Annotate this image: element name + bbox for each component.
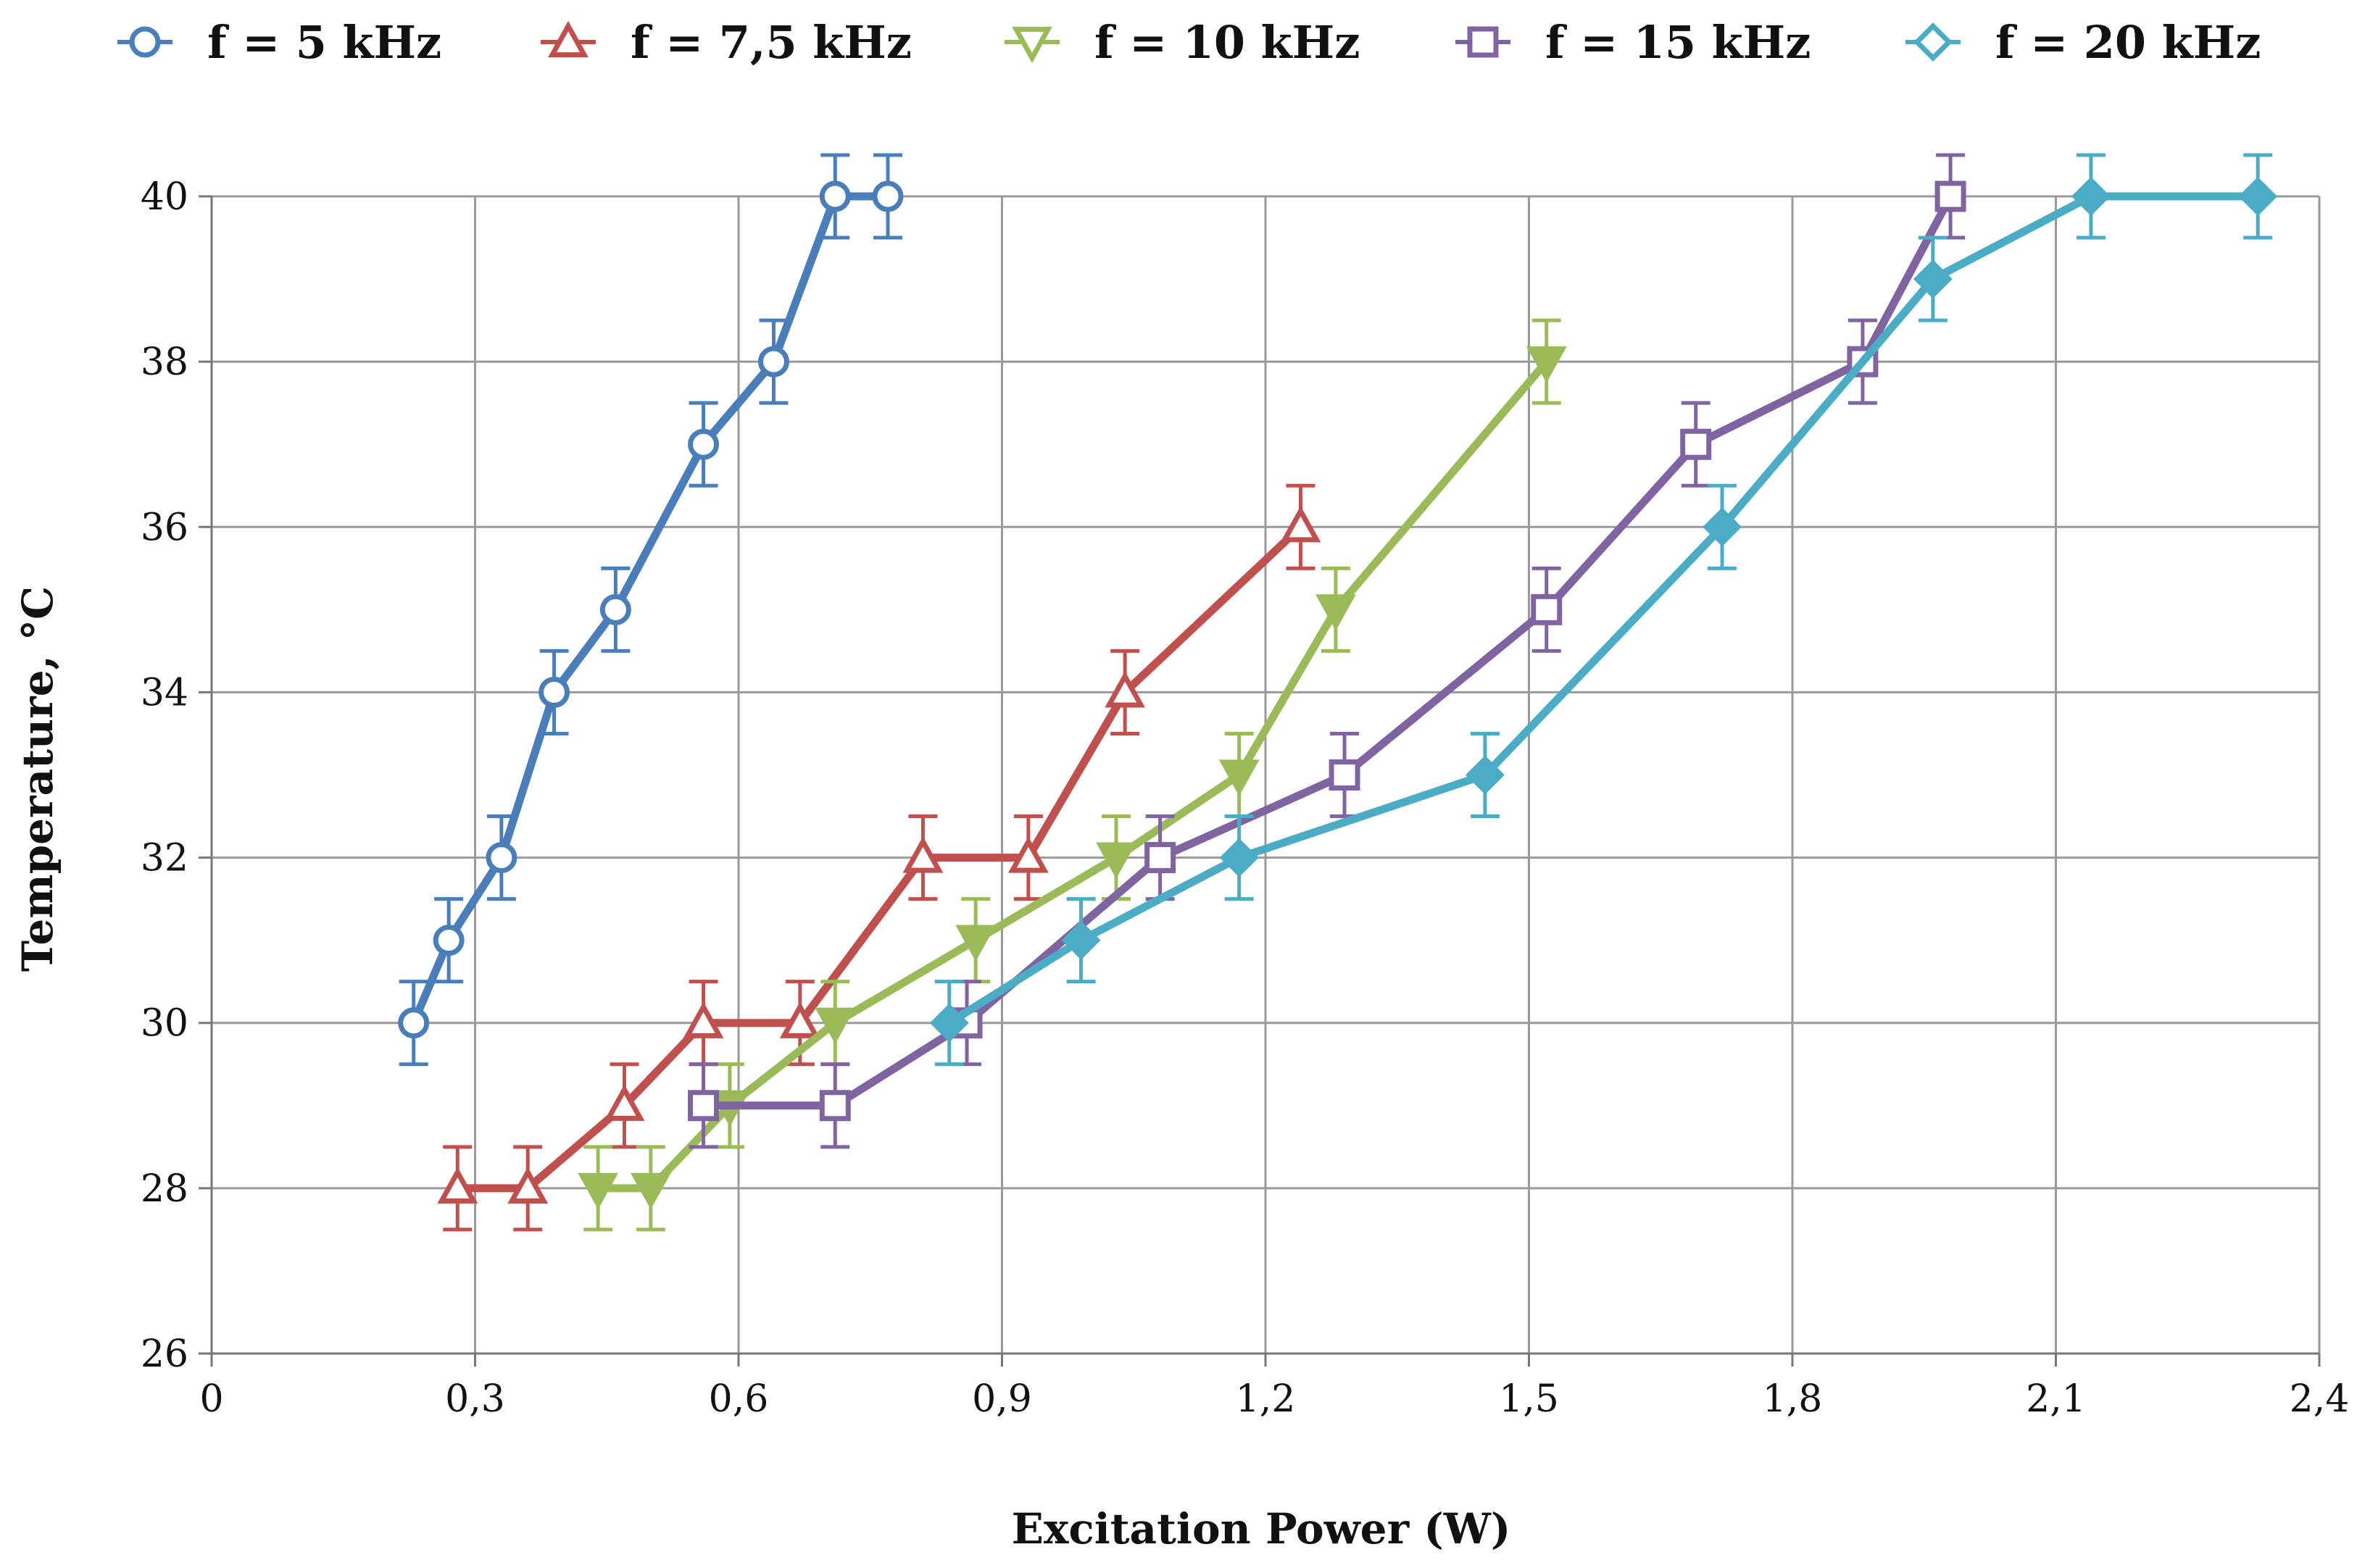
x-tick-label: 2,4 (2290, 1377, 2350, 1421)
data-point (1934, 180, 1966, 212)
x-axis-title: Excitation Power (W) (1012, 1504, 1511, 1554)
data-point (819, 1090, 851, 1122)
data-point (1465, 755, 1505, 795)
legend-label: f = 5 kHz (207, 16, 441, 69)
data-point (1096, 842, 1136, 879)
data-point (872, 180, 904, 212)
legend-item: f = 7,5 kHz (541, 16, 912, 69)
legend-label: f = 7,5 kHz (631, 16, 912, 69)
data-point (688, 428, 720, 460)
data-point (1680, 428, 1712, 460)
x-tick-label: 1,2 (1236, 1377, 1296, 1421)
series-3 (578, 318, 1567, 1232)
legend-item: f = 10 kHz (1005, 16, 1360, 69)
x-tick-label: 0 (199, 1377, 223, 1421)
data-point (1061, 920, 1101, 960)
data-point (1315, 594, 1356, 631)
legend: f = 5 kHz f = 7,5 kHz f = 10 kHz f = 15 kHz… (117, 16, 2261, 69)
data-point (630, 1172, 671, 1210)
legend-item: f = 5 kHz (117, 16, 441, 69)
y-tick-label: 30 (141, 1002, 188, 1046)
legend-marker (1467, 26, 1499, 58)
data-point (815, 1007, 856, 1044)
data-point (437, 1167, 478, 1204)
data-point (604, 1084, 645, 1121)
data-point (1526, 346, 1567, 383)
axes: 26 28 30 32 34 36 38 40 0 0,3 0,6 0,9 1,2 1,5 1,8 2,1 2,… (141, 175, 2350, 1421)
data-point (433, 925, 465, 956)
data-point (1007, 836, 1049, 873)
data-point (1105, 671, 1146, 708)
data-point (757, 346, 789, 378)
series-4 (688, 153, 1966, 1149)
legend-label: f = 10 kHz (1094, 16, 1360, 69)
legend-label: f = 20 kHz (1995, 16, 2261, 69)
x-tick-label: 1,5 (1499, 1377, 1559, 1421)
y-tick-label: 26 (141, 1333, 188, 1376)
data-point (1144, 842, 1176, 874)
legend-marker (1913, 22, 1953, 62)
series-5 (929, 153, 2278, 1067)
data-point (486, 842, 517, 874)
data-point (819, 180, 851, 212)
y-tick-label: 40 (141, 175, 188, 219)
data-point (688, 1090, 720, 1122)
x-tick-label: 2,1 (2026, 1377, 2086, 1421)
legend-marker (548, 20, 589, 58)
data-point (1329, 759, 1360, 791)
legend-marker (1012, 26, 1052, 64)
data-point (779, 1001, 820, 1038)
x-tick-label: 1,8 (1763, 1377, 1823, 1421)
legend-item: f = 20 kHz (1905, 16, 2261, 69)
data-point (398, 1007, 430, 1039)
legend-marker (129, 26, 161, 58)
data-point (1703, 507, 1742, 547)
data-point (1219, 838, 1259, 877)
data-point (902, 836, 944, 873)
data-point (929, 1003, 969, 1043)
data-point (2071, 177, 2111, 216)
y-tick-label: 36 (141, 506, 188, 549)
legend-label: f = 15 kHz (1545, 16, 1811, 69)
x-tick-label: 0,3 (445, 1377, 505, 1421)
x-tick-label: 0,6 (709, 1377, 769, 1421)
data-point (507, 1167, 549, 1204)
data-point (539, 676, 570, 708)
data-point (599, 593, 631, 625)
y-tick-label: 28 (141, 1167, 188, 1211)
y-tick-label: 34 (141, 671, 188, 714)
grid (210, 195, 2321, 1355)
data-point (2238, 177, 2278, 216)
data-point (1913, 259, 1953, 299)
y-tick-label: 32 (141, 837, 188, 880)
series-layer (398, 153, 2278, 1232)
legend-item: f = 15 kHz (1455, 16, 1811, 69)
data-point (1280, 506, 1321, 543)
data-point (1218, 759, 1260, 796)
data-point (683, 1001, 724, 1038)
y-axis-title: Temperature, °C (13, 586, 62, 972)
data-point (578, 1172, 619, 1210)
y-tick-label: 38 (141, 341, 188, 384)
series-1 (398, 153, 904, 1067)
data-point (1531, 593, 1563, 625)
series-line (945, 192, 2262, 1027)
x-tick-label: 0,9 (972, 1377, 1032, 1421)
series-line (410, 192, 892, 1027)
series-2 (437, 483, 1321, 1232)
data-point (955, 925, 997, 962)
